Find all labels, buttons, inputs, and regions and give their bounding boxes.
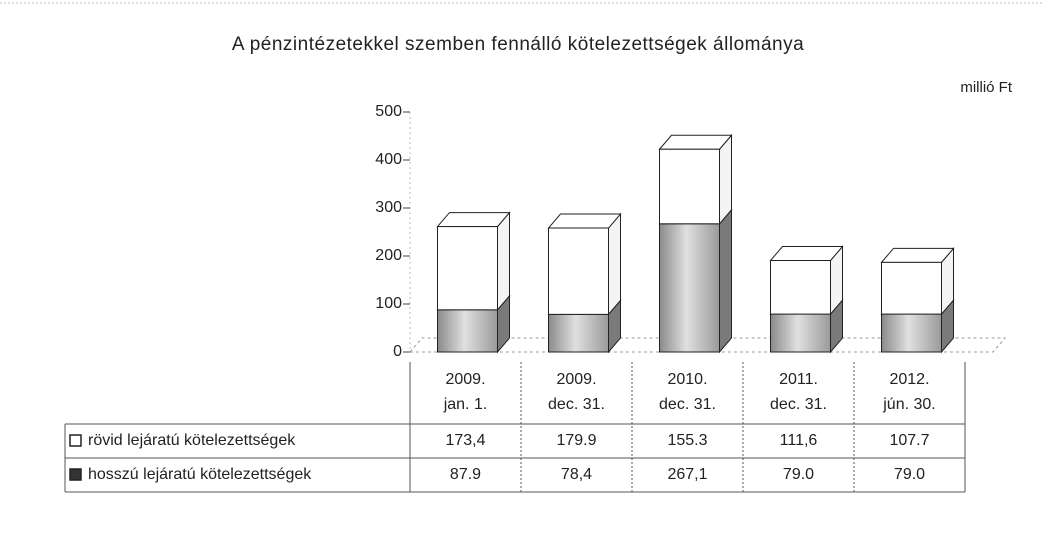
bar-side <box>608 212 621 316</box>
x-tick-label: 2010. <box>667 371 707 388</box>
bar-segment <box>658 208 733 354</box>
unit-label: millió Ft <box>960 79 1012 96</box>
bar <box>770 313 831 353</box>
y-tick-label: 500 <box>375 103 402 120</box>
bar-top <box>658 134 733 150</box>
bar <box>770 260 831 315</box>
bar <box>659 148 720 225</box>
bar-side <box>719 208 732 354</box>
bar-top <box>436 212 511 228</box>
bar <box>437 309 498 353</box>
bar-segment <box>547 212 622 316</box>
bar <box>437 226 498 311</box>
legend-swatch <box>69 434 82 447</box>
bar-side <box>719 133 732 226</box>
x-tick-label: 2009. <box>556 371 596 388</box>
bar-side <box>497 211 510 312</box>
x-tick-label: 2009. <box>445 371 485 388</box>
bar <box>881 313 942 353</box>
bar-top <box>547 213 622 229</box>
bar <box>881 261 942 315</box>
bar-top <box>769 246 844 262</box>
floor <box>408 337 1007 353</box>
value-label: 107.7 <box>889 432 929 449</box>
bar <box>659 223 720 353</box>
x-tick-label: 2012. <box>889 371 929 388</box>
value-label: 155.3 <box>667 432 707 449</box>
legend-label: rövid lejáratú kötelezettségek <box>88 432 296 449</box>
y-tick-label: 300 <box>375 199 402 216</box>
legend-label: hosszú lejáratú kötelezettségek <box>88 466 312 483</box>
x-tick-label: dec. 31. <box>659 396 716 413</box>
x-tick-label: dec. 31. <box>770 396 827 413</box>
value-label: 179.9 <box>556 432 596 449</box>
bar <box>548 227 609 315</box>
value-label: 78,4 <box>561 466 592 483</box>
y-tick-label: 0 <box>393 343 402 360</box>
x-tick-label: jan. 1. <box>443 396 488 413</box>
y-tick-label: 400 <box>375 151 402 168</box>
legend-swatch <box>69 468 82 481</box>
bar-segment <box>880 247 955 316</box>
bar-segment <box>436 211 511 312</box>
chart-title: A pénzintézetekkel szemben fennálló köte… <box>232 34 804 55</box>
value-label: 267,1 <box>667 466 707 483</box>
bar-segment <box>658 133 733 226</box>
bar-segment <box>769 245 844 316</box>
value-label: 173,4 <box>445 432 485 449</box>
y-tick-label: 200 <box>375 247 402 264</box>
y-tick-label: 100 <box>375 295 402 312</box>
x-tick-label: jún. 30. <box>882 396 935 413</box>
x-tick-label: 2011. <box>779 371 818 388</box>
bar-top <box>880 247 955 263</box>
value-label: 111,6 <box>780 432 818 449</box>
value-label: 87.9 <box>450 466 481 483</box>
x-tick-label: dec. 31. <box>548 396 605 413</box>
bar <box>548 313 609 353</box>
value-label: 79.0 <box>894 466 925 483</box>
value-label: 79.0 <box>783 466 814 483</box>
